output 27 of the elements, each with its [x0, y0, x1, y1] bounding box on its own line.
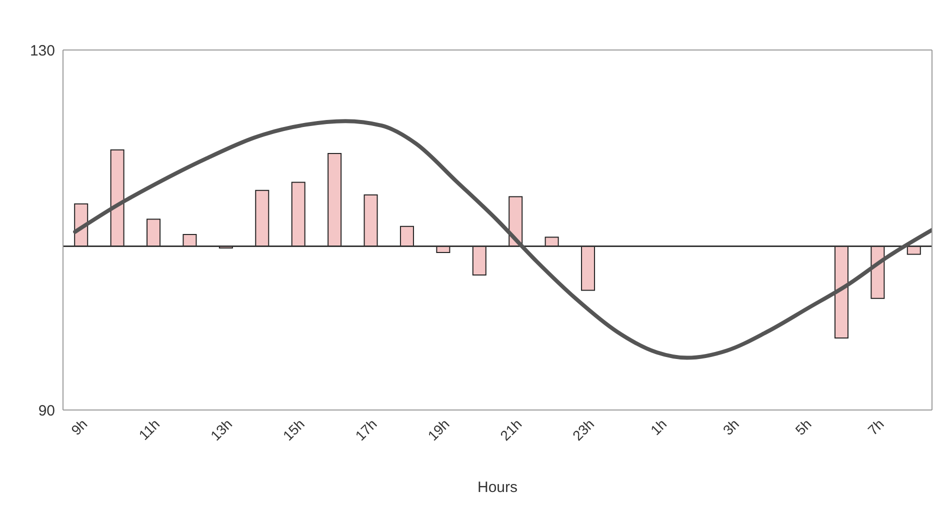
bar	[400, 226, 414, 247]
y-tick-label: 90	[38, 402, 55, 420]
bar	[544, 236, 559, 247]
bar	[364, 194, 378, 247]
bar	[472, 246, 486, 276]
bar	[328, 153, 342, 247]
x-tick-label: 5h	[792, 416, 814, 438]
x-tick-label: 13h	[207, 416, 236, 444]
x-tick-label: 7h	[864, 416, 887, 438]
bar	[834, 246, 848, 338]
x-tick-label: 3h	[720, 416, 742, 438]
x-tick-label: 23h	[569, 416, 598, 444]
bar	[291, 182, 306, 247]
y-tick-label: 130	[30, 42, 55, 60]
bar	[110, 149, 124, 247]
x-tick-label: 19h	[424, 416, 452, 444]
bar	[255, 190, 270, 247]
x-tick-label: 15h	[280, 416, 308, 444]
x-tick-label: 21h	[496, 416, 525, 444]
x-tick-label: 1h	[647, 416, 670, 438]
bar	[581, 246, 596, 291]
bar	[146, 218, 161, 247]
x-axis-title: Hours	[477, 479, 518, 496]
x-tick-label: 9h	[68, 416, 90, 438]
bar	[182, 234, 197, 247]
x-tick-label: 11h	[136, 416, 163, 443]
x-tick-label: 17h	[352, 416, 380, 444]
